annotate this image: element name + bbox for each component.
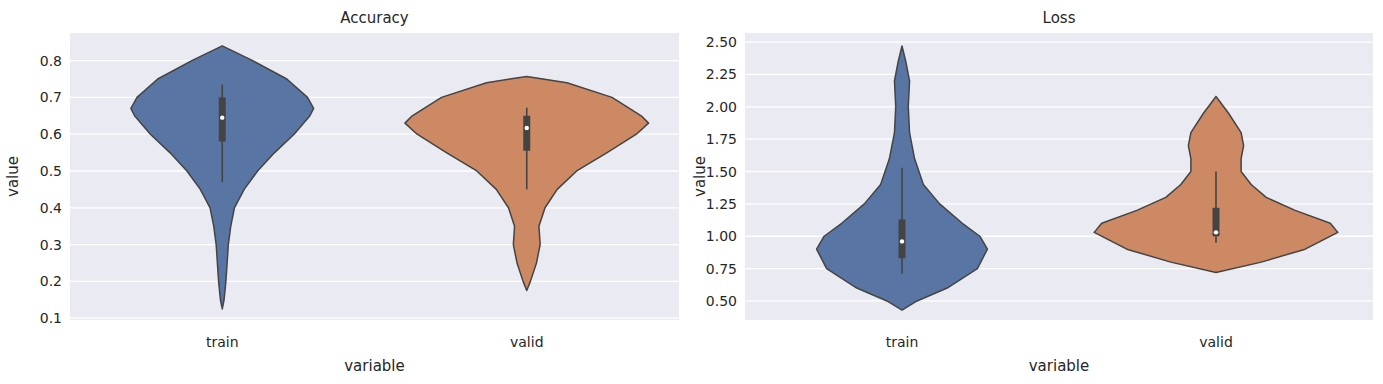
grid-line xyxy=(745,139,1373,140)
y-tick-label: 2.50 xyxy=(706,34,737,50)
y-tick-label: 1.25 xyxy=(706,196,737,212)
title: Accuracy xyxy=(340,9,409,27)
y-tick-label: 0.8 xyxy=(40,53,62,69)
violin xyxy=(131,46,314,309)
y-tick-label: 2.00 xyxy=(706,99,737,115)
grid-line xyxy=(70,207,679,208)
y-axis-label: value xyxy=(4,156,22,197)
y-tick-label: 0.3 xyxy=(40,237,62,253)
x-tick-label: train xyxy=(206,334,239,350)
grid-line xyxy=(745,171,1373,172)
marks xyxy=(817,46,1338,310)
median xyxy=(525,126,529,130)
box xyxy=(523,116,530,151)
y-tick-label: 0.5 xyxy=(40,163,62,179)
box xyxy=(1213,208,1220,236)
grid-line xyxy=(745,106,1373,107)
x-tick-label: valid xyxy=(1199,334,1233,350)
grid-line xyxy=(70,318,679,319)
grid-line xyxy=(70,244,679,245)
violin xyxy=(405,76,649,290)
box xyxy=(899,219,906,258)
x-axis-label: variable xyxy=(344,357,405,375)
figure: 0.1 0.2 0.3 0.4 0.5 0.6 0.7 0.8 train valid Accura… xyxy=(0,0,1383,384)
grid-line xyxy=(745,300,1373,301)
grid-line xyxy=(745,74,1373,75)
y-tick-label: 1.75 xyxy=(706,131,737,147)
panel: 0.1 0.2 0.3 0.4 0.5 0.6 0.7 0.8 train valid Accura… xyxy=(4,9,679,375)
x-axis-label: variable xyxy=(1029,357,1090,375)
grid-line xyxy=(745,41,1373,42)
y-tick-label: 1.00 xyxy=(706,228,737,244)
y-tick-label: 0.7 xyxy=(40,89,62,105)
x-tick-label: train xyxy=(886,334,919,350)
median xyxy=(1214,230,1218,234)
y-tick-label: 1.50 xyxy=(706,164,737,180)
violin xyxy=(817,46,988,310)
y-tick-label: 2.25 xyxy=(706,66,737,82)
grid-line xyxy=(70,281,679,282)
title: Loss xyxy=(1043,9,1076,27)
median xyxy=(220,115,224,119)
y-axis-label: value xyxy=(691,156,709,197)
plot-background xyxy=(70,33,679,320)
y-tick-label: 0.2 xyxy=(40,273,62,289)
grid-line xyxy=(70,60,679,61)
y-tick-label: 0.6 xyxy=(40,126,62,142)
y-tick-label: 0.75 xyxy=(706,261,737,277)
y-tick-label: 0.1 xyxy=(40,310,62,326)
panel: 0.50 0.75 1.00 1.25 1.50 1.75 2.00 2.25 2.50 trai… xyxy=(691,9,1373,375)
x-tick-label: valid xyxy=(510,334,544,350)
grid-line xyxy=(70,170,679,171)
median xyxy=(900,239,904,243)
plot-background xyxy=(745,33,1373,320)
box xyxy=(219,97,226,141)
y-tick-label: 0.50 xyxy=(706,293,737,309)
y-tick-label: 0.4 xyxy=(40,200,62,216)
violin xyxy=(1094,96,1338,272)
marks xyxy=(131,46,649,309)
